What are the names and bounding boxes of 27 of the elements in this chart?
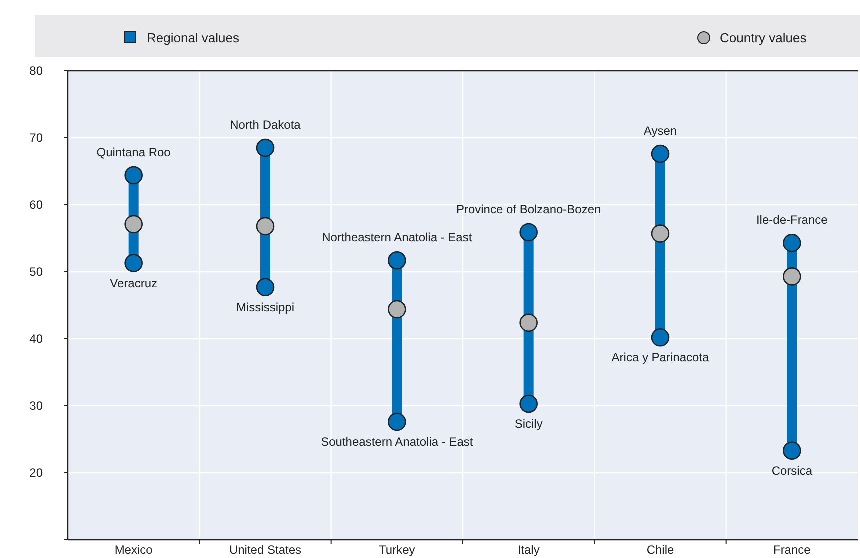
annotation: Sicily: [514, 416, 543, 431]
y-tick-label: 80: [30, 64, 44, 78]
y-tick-label: 50: [30, 265, 44, 280]
y-tick-label: 40: [30, 332, 44, 346]
legend-label: Country values: [720, 30, 808, 46]
x-tick-label: Mexico: [114, 543, 154, 557]
x-tick-label: France: [773, 543, 812, 557]
annotation: Southeastern Anatolia - East: [321, 435, 474, 450]
annotation: Arica y Parinacota: [612, 350, 710, 365]
annotation: Veracruz: [110, 276, 158, 290]
x-tick-label: Turkey: [379, 543, 416, 557]
y-tick-label: 60: [30, 198, 44, 212]
annotation: Aysen: [644, 124, 678, 138]
x-tick-label: United States: [229, 543, 302, 557]
y-tick-label: 20: [30, 466, 44, 480]
annotation: Corsica: [772, 464, 813, 478]
annotation: Mississippi: [236, 300, 295, 314]
y-tick-label: 70: [30, 131, 44, 146]
x-tick-label: Italy: [518, 543, 540, 557]
y-tick-label: 30: [30, 399, 44, 414]
annotation: Province of Bolzano-Bozen: [456, 202, 602, 216]
legend-label: Regional values: [147, 30, 240, 46]
annotation: Ile-de-France: [756, 213, 828, 228]
annotation: Quintana Roo: [96, 146, 172, 160]
x-tick-label: Chile: [646, 543, 674, 557]
annotation: Northeastern Anatolia - East: [322, 230, 473, 245]
annotation: North Dakota: [230, 118, 302, 132]
